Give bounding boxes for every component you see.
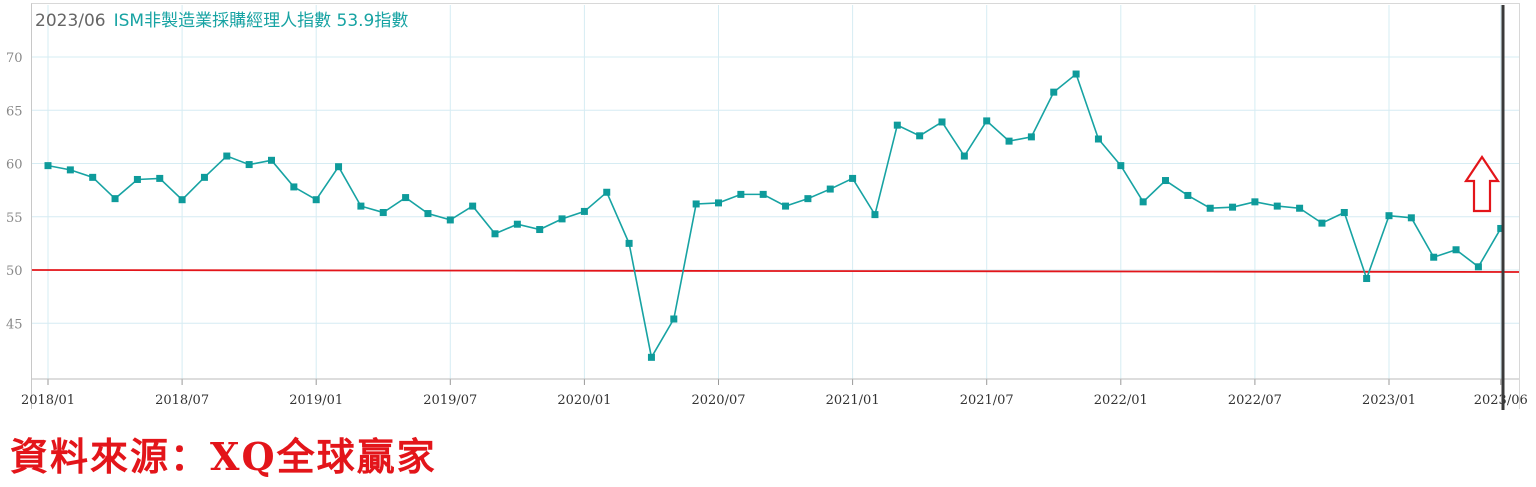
data-point-marker — [1162, 177, 1169, 185]
data-point-marker — [1296, 204, 1304, 212]
data-point-marker — [379, 208, 387, 216]
reference-line-50 — [31, 269, 1520, 273]
data-point-marker — [1497, 224, 1505, 232]
data-point-marker — [826, 185, 834, 193]
data-point-marker — [938, 118, 946, 126]
data-point-marker — [1229, 203, 1237, 211]
data-point-marker — [782, 202, 790, 210]
data-point-marker — [1407, 214, 1415, 222]
data-point-marker — [245, 161, 253, 169]
x-tick-label: 2021/07 — [960, 393, 1014, 408]
data-point-marker — [178, 196, 186, 204]
data-point-marker — [1251, 198, 1259, 206]
data-point-marker — [1005, 137, 1013, 145]
data-point-marker — [1139, 198, 1147, 206]
data-point-marker — [1474, 263, 1482, 271]
grid-layer — [32, 5, 1519, 379]
data-point-marker — [916, 132, 924, 140]
x-tick-label: 2023/06 — [1474, 393, 1528, 408]
header-series-value: ISM非製造業採購經理人指數 53.9指數 — [113, 11, 409, 31]
data-point-marker — [89, 173, 97, 181]
data-point-marker — [156, 174, 164, 182]
x-tick-label: 2018/07 — [155, 393, 209, 408]
data-point-marker — [603, 188, 611, 196]
y-tick-label: 65 — [6, 104, 23, 119]
data-point-marker — [692, 200, 700, 208]
x-axis: 2018/01 2018/07 2019/01 2019/07 2020/01 2020/… — [21, 378, 1528, 408]
data-point-marker — [290, 183, 298, 191]
data-point-marker — [670, 315, 678, 323]
data-point-marker — [625, 239, 633, 247]
data-point-marker — [1027, 133, 1035, 141]
data-point-marker — [424, 210, 432, 218]
series-layer — [44, 70, 1505, 361]
chart-frame — [31, 3, 1520, 409]
x-tick-label: 2021/01 — [826, 393, 880, 408]
y-axis: 45 50 55 60 65 70 — [6, 51, 23, 332]
x-tick-label: 2019/01 — [289, 393, 343, 408]
line-chart[interactable]: 45 50 55 60 65 70 2018/01 2018/07 2019/01 2019/0… — [0, 0, 1536, 420]
x-tick-label: 2019/07 — [423, 393, 477, 408]
data-point-marker — [44, 162, 52, 170]
data-point-marker — [871, 211, 879, 219]
data-point-marker — [558, 215, 566, 223]
data-point-marker — [268, 156, 275, 164]
up-arrow-icon — [1463, 155, 1501, 213]
data-point-marker — [200, 173, 208, 181]
data-point-marker — [223, 152, 231, 160]
y-tick-label: 50 — [6, 264, 23, 279]
data-point-marker — [580, 207, 588, 215]
data-point-marker — [849, 174, 857, 182]
x-tick-label: 2018/01 — [21, 393, 75, 408]
source-caption: 資料來源：XQ全球贏家 — [10, 434, 437, 479]
data-point-marker — [1117, 162, 1125, 170]
data-point-marker — [804, 195, 812, 203]
data-point-marker — [402, 194, 410, 202]
header-date: 2023/06 — [35, 11, 106, 31]
data-point-marker — [66, 166, 74, 174]
data-point-marker — [133, 175, 141, 183]
data-point-marker — [759, 190, 767, 198]
data-point-marker — [1273, 202, 1281, 210]
data-point-marker — [960, 152, 968, 160]
data-point-marker — [357, 202, 365, 210]
data-point-marker — [715, 199, 722, 207]
data-point-marker — [1184, 191, 1192, 199]
data-point-marker — [1340, 208, 1348, 216]
data-point-marker — [312, 196, 320, 204]
x-tick-label: 2020/01 — [557, 393, 611, 408]
x-tick-label: 2023/01 — [1362, 393, 1416, 408]
arrow-layer — [1463, 155, 1501, 213]
y-tick-label: 45 — [6, 317, 23, 332]
data-point-marker — [1206, 204, 1214, 212]
data-point-marker — [513, 220, 521, 228]
data-point-marker — [335, 163, 343, 171]
data-point-marker — [1363, 275, 1371, 283]
x-tick-label: 2020/07 — [691, 393, 745, 408]
x-tick-label: 2022/07 — [1228, 393, 1282, 408]
data-point-marker — [1094, 135, 1102, 143]
data-point-marker — [536, 226, 544, 234]
chart-header: 2023/06 ISM非製造業採購經理人指數 53.9指數 — [35, 6, 408, 31]
data-point-marker — [446, 216, 454, 224]
x-tick-label: 2022/01 — [1094, 393, 1148, 408]
data-point-marker — [111, 195, 119, 203]
y-tick-label: 55 — [6, 211, 23, 226]
data-point-marker — [737, 190, 745, 198]
data-point-marker — [1318, 219, 1326, 227]
data-point-marker — [1072, 70, 1080, 78]
data-point-marker — [1385, 212, 1393, 220]
y-tick-label: 60 — [6, 158, 23, 173]
data-point-marker — [1452, 246, 1460, 254]
data-point-marker — [469, 202, 477, 210]
data-point-marker — [1430, 253, 1438, 261]
reference-line-layer — [31, 269, 1520, 273]
data-point-marker — [491, 230, 499, 238]
data-point-marker — [1050, 88, 1058, 96]
data-point-marker — [983, 117, 991, 125]
series-line — [47, 72, 1502, 360]
data-point-marker — [893, 121, 901, 129]
y-tick-label: 70 — [6, 51, 23, 66]
data-point-marker — [647, 353, 655, 361]
